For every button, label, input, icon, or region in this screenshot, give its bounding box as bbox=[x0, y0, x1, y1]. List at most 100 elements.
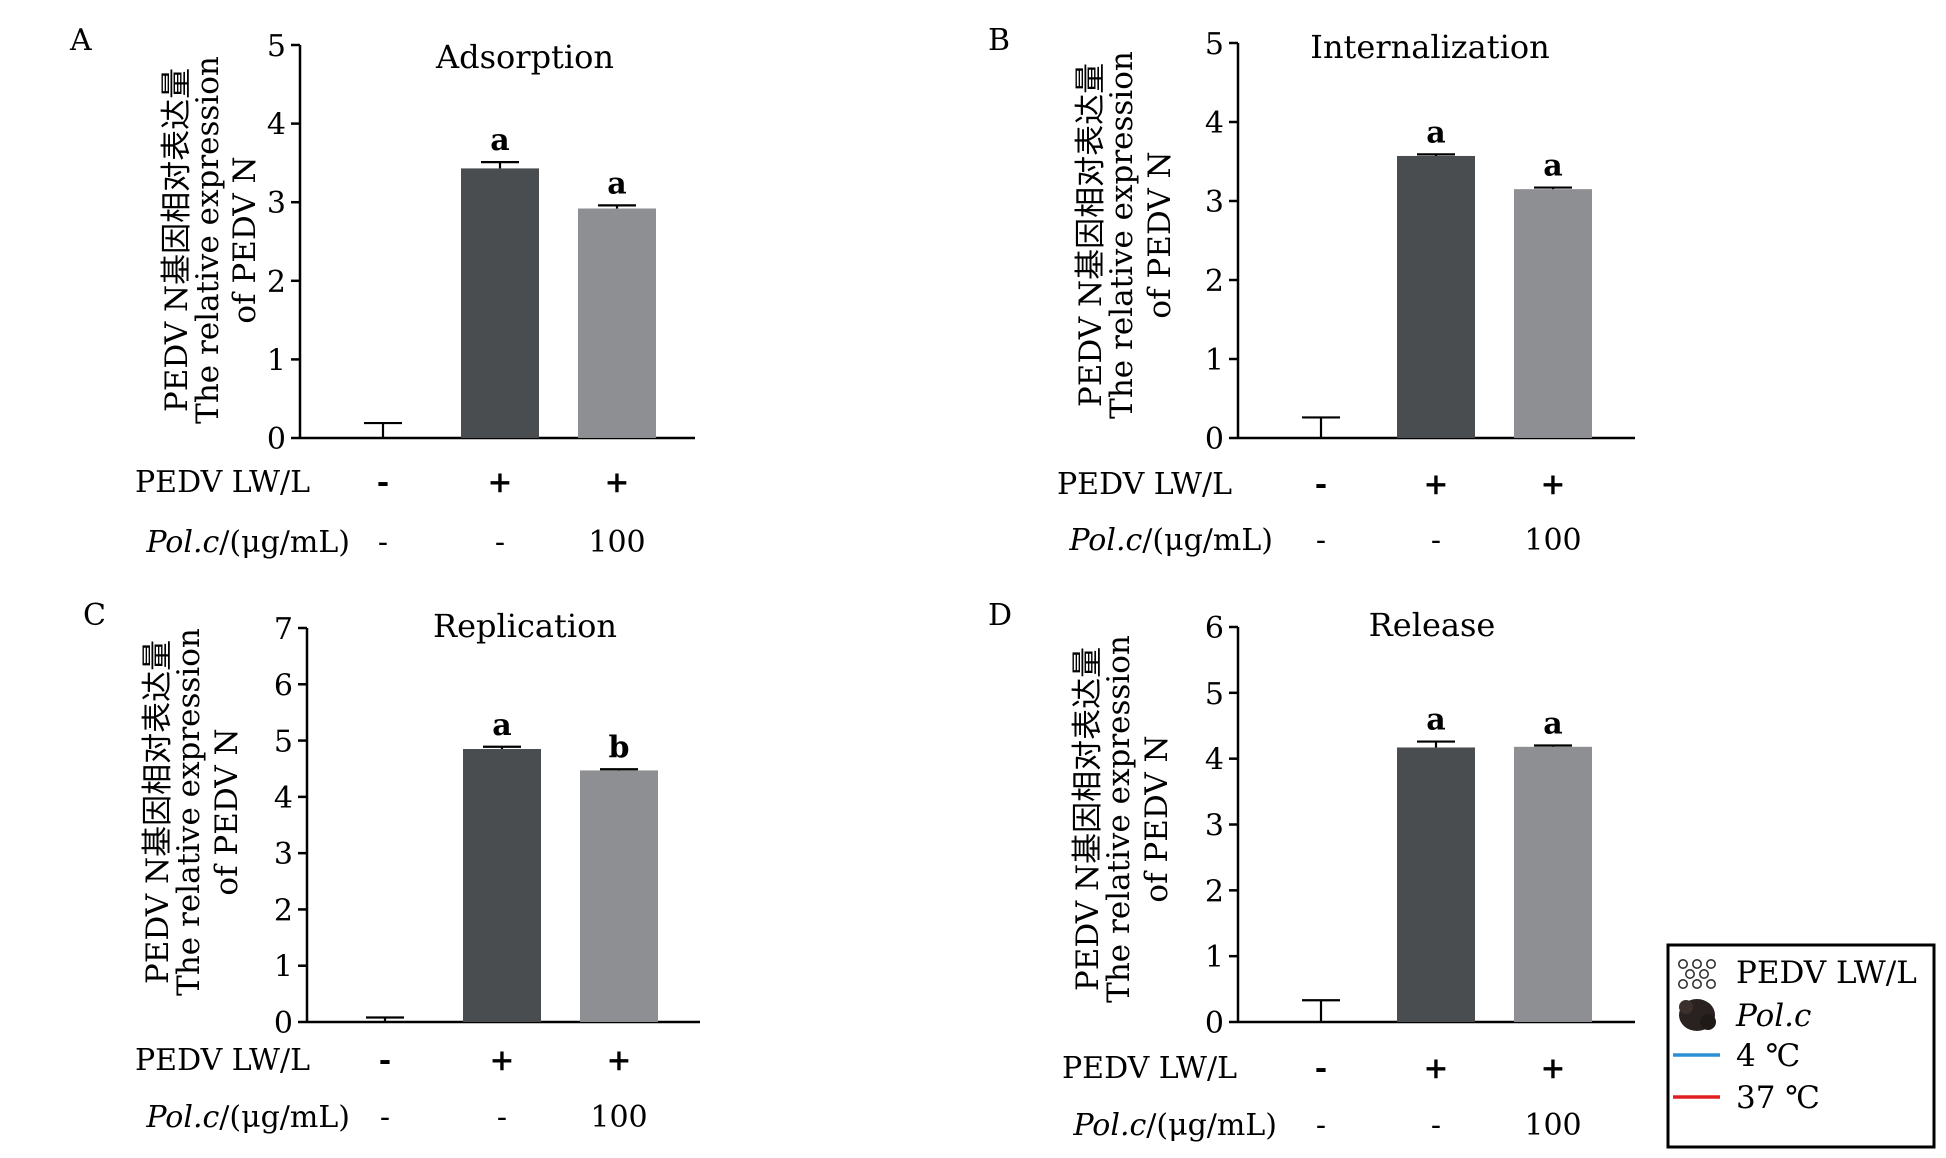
row-label-unit: /(μg/mL) bbox=[219, 1100, 350, 1135]
row-value: + bbox=[1423, 467, 1448, 502]
y-tick-label: 2 bbox=[267, 265, 286, 300]
row-label-virus: PEDV LW/L bbox=[1057, 467, 1232, 502]
row-value: - bbox=[1316, 1108, 1326, 1143]
y-tick-label: 3 bbox=[267, 186, 286, 221]
y-tick-label: 1 bbox=[1205, 940, 1224, 975]
legend-label: 4 ℃ bbox=[1736, 1038, 1800, 1074]
panel-letter: A bbox=[69, 23, 92, 58]
y-tick-label: 6 bbox=[274, 668, 293, 703]
legend-label: Pol.c bbox=[1735, 998, 1811, 1034]
row-label-virus: PEDV LW/L bbox=[135, 465, 310, 500]
y-axis-label-en: The relative expression bbox=[1101, 635, 1137, 1003]
panel-letter: D bbox=[988, 598, 1012, 633]
row-value: + bbox=[1423, 1051, 1448, 1086]
panel-title: Release bbox=[1369, 606, 1496, 644]
panel-letter: C bbox=[83, 598, 106, 633]
legend-item: 37 ℃ bbox=[1673, 1080, 1820, 1116]
significance-label: a bbox=[1543, 149, 1562, 184]
y-tick-label: 5 bbox=[1205, 27, 1224, 62]
row-value: - bbox=[379, 1043, 391, 1078]
row-label-dose: Pol.c/(μg/mL) bbox=[145, 525, 350, 560]
chart-panel-b: B Internalization 0 1 2 3 4 5 a a PEDV N基因相对表达量The… bbox=[988, 23, 1635, 558]
y-tick-label: 0 bbox=[1205, 1006, 1224, 1041]
row-label-virus: PEDV LW/L bbox=[135, 1043, 310, 1078]
row-value: 100 bbox=[590, 1100, 647, 1135]
y-axis-label-en-2: of PEDV N bbox=[1139, 735, 1175, 902]
virus-particles-icon bbox=[1678, 958, 1717, 989]
row-value: 100 bbox=[1524, 523, 1581, 558]
panel-title: Replication bbox=[433, 607, 617, 645]
legend-item: PEDV LW/L bbox=[1678, 955, 1917, 991]
bar bbox=[1514, 746, 1592, 1022]
y-tick-label: 0 bbox=[267, 422, 286, 457]
row-value: 100 bbox=[1524, 1108, 1581, 1143]
row-value: + bbox=[1540, 467, 1565, 502]
bar bbox=[1514, 189, 1592, 438]
y-tick-label: 3 bbox=[274, 837, 293, 872]
bar bbox=[1397, 747, 1475, 1022]
y-tick-label: 5 bbox=[267, 29, 286, 64]
y-tick-label: 6 bbox=[1205, 611, 1224, 646]
row-label-unit: /(μg/mL) bbox=[1146, 1108, 1277, 1143]
bar bbox=[578, 208, 656, 438]
row-value: - bbox=[1316, 523, 1326, 558]
y-tick-label: 1 bbox=[274, 950, 293, 985]
row-value: + bbox=[487, 465, 512, 500]
row-label-italic: Pol.c bbox=[145, 1100, 219, 1135]
legend-box: PEDV LW/L Pol.c 4 ℃ 37 ℃ bbox=[1666, 943, 1936, 1149]
legend-item: 4 ℃ bbox=[1673, 1038, 1800, 1074]
significance-label: b bbox=[609, 730, 630, 765]
y-tick-label: 4 bbox=[274, 781, 293, 816]
y-axis-label-en: The relative expression bbox=[190, 56, 226, 424]
y-axis-label-en: The relative expression bbox=[1104, 51, 1140, 419]
row-value: - bbox=[1431, 1108, 1441, 1143]
bar bbox=[580, 770, 658, 1022]
y-tick-label: 3 bbox=[1205, 809, 1224, 844]
row-value: + bbox=[604, 465, 629, 500]
significance-label: a bbox=[1426, 115, 1445, 150]
y-axis-label-en-2: of PEDV N bbox=[209, 728, 245, 895]
y-tick-label: 1 bbox=[1205, 343, 1224, 378]
legend-label: PEDV LW/L bbox=[1736, 955, 1917, 991]
row-label-dose: Pol.c/(μg/mL) bbox=[1068, 523, 1273, 558]
y-tick-label: 0 bbox=[1205, 422, 1224, 457]
row-label-unit: /(μg/mL) bbox=[219, 525, 350, 560]
legend-label: 37 ℃ bbox=[1736, 1080, 1820, 1116]
y-tick-label: 1 bbox=[267, 343, 286, 378]
y-axis-label-en-2: of PEDV N bbox=[227, 156, 263, 323]
y-tick-label: 3 bbox=[1205, 185, 1224, 220]
row-label-virus: PEDV LW/L bbox=[1062, 1051, 1237, 1086]
panel-letter: B bbox=[988, 23, 1010, 58]
row-value: - bbox=[497, 1100, 507, 1135]
y-axis-label-cn: PEDV N基因相对表达量 bbox=[1070, 647, 1106, 991]
y-tick-label: 2 bbox=[1205, 264, 1224, 299]
y-tick-label: 5 bbox=[1205, 677, 1224, 712]
row-value: - bbox=[380, 1100, 390, 1135]
y-axis-label-en-2: of PEDV N bbox=[1142, 151, 1178, 318]
significance-label: a bbox=[490, 123, 509, 158]
legend-frame bbox=[1666, 943, 1936, 1149]
significance-label: a bbox=[1543, 707, 1562, 742]
y-tick-label: 2 bbox=[1205, 874, 1224, 909]
row-value: - bbox=[377, 465, 389, 500]
y-axis-label-cn: PEDV N基因相对表达量 bbox=[159, 68, 195, 412]
y-axis-label-en: The relative expression bbox=[171, 628, 207, 996]
y-tick-label: 4 bbox=[1205, 106, 1224, 141]
row-value: - bbox=[1315, 1051, 1327, 1086]
significance-label: a bbox=[492, 708, 511, 743]
row-value: - bbox=[1431, 523, 1441, 558]
row-value: + bbox=[1540, 1051, 1565, 1086]
row-label-dose: Pol.c/(μg/mL) bbox=[1072, 1108, 1277, 1143]
legend-item: Pol.c bbox=[1679, 998, 1811, 1034]
row-label-italic: Pol.c bbox=[145, 525, 219, 560]
row-value: + bbox=[489, 1043, 514, 1078]
panel-title: Internalization bbox=[1310, 28, 1549, 66]
significance-label: a bbox=[607, 166, 626, 201]
y-tick-label: 4 bbox=[267, 108, 286, 143]
significance-label: a bbox=[1426, 703, 1445, 738]
row-label-italic: Pol.c bbox=[1072, 1108, 1146, 1143]
y-tick-label: 4 bbox=[1205, 743, 1224, 778]
